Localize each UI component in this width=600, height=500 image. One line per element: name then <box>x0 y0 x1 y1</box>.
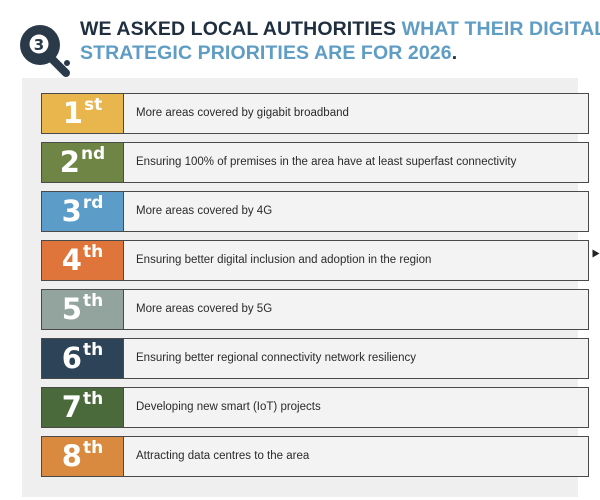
rank-number: 6 <box>61 341 82 375</box>
rank-suffix: th <box>82 389 104 409</box>
priority-text: Ensuring better digital inclusion and ad… <box>136 254 432 266</box>
rank-number: 8 <box>61 439 82 473</box>
rank-number: 5 <box>61 292 82 326</box>
badge-number: 3 <box>34 36 44 54</box>
rank-number: 7 <box>61 390 82 424</box>
title-part-2: WHAT THEIR DIGITAL <box>401 18 600 40</box>
priority-text: Developing new smart (IoT) projects <box>136 401 321 413</box>
question-badge-icon: 3 <box>20 25 70 77</box>
priority-text: Ensuring better regional connectivity ne… <box>136 352 416 364</box>
mouse-cursor-icon <box>592 249 600 258</box>
rank-number: 2 <box>59 145 80 179</box>
rank-suffix: th <box>82 340 104 360</box>
rank-suffix: st <box>83 95 103 115</box>
title-part-4: . <box>451 42 458 64</box>
title-part-3: STRATEGIC PRIORITIES ARE FOR 2026 <box>80 42 452 64</box>
rank-suffix: th <box>82 242 104 262</box>
page-title: WE ASKED LOCAL AUTHORITIES WHAT THEIR DI… <box>80 17 600 65</box>
rank-number: 4 <box>61 243 82 277</box>
rank-number: 3 <box>61 194 82 228</box>
title-part-1: WE ASKED LOCAL AUTHORITIES <box>80 18 402 40</box>
rank-suffix: rd <box>82 193 104 213</box>
priority-text: More areas covered by 5G <box>136 303 273 315</box>
header: 3 WE ASKED LOCAL AUTHORITIES WHAT THEIR … <box>16 14 600 77</box>
priority-text: Attracting data centres to the area <box>136 450 310 462</box>
rank-suffix: nd <box>80 144 106 164</box>
rank-suffix: th <box>82 291 104 311</box>
rank-suffix: th <box>82 438 104 458</box>
priority-text: Ensuring 100% of premises in the area ha… <box>136 156 517 168</box>
priority-text: More areas covered by 4G <box>136 205 273 217</box>
rank-number: 1 <box>62 96 83 130</box>
priority-text: More areas covered by gigabit broadband <box>136 107 349 119</box>
